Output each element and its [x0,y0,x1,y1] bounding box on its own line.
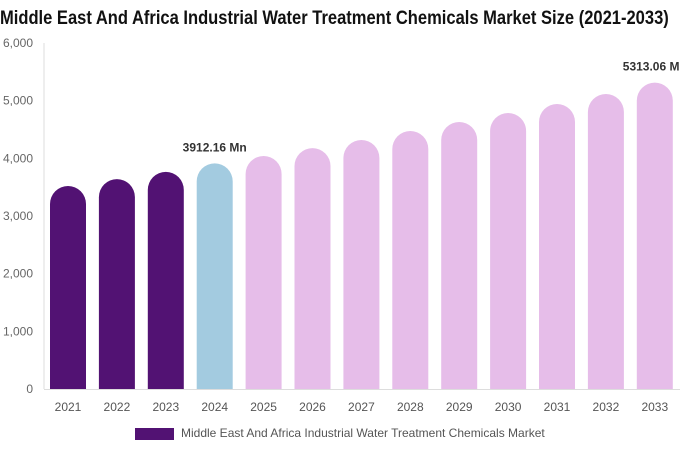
y-tick-label: 3,000 [3,209,33,223]
bar-2024 [196,163,233,389]
bar-2031 [539,104,575,390]
x-tick-label: 2030 [495,400,522,414]
bar-2028 [392,130,429,389]
x-tick-label: 2021 [55,400,82,414]
y-tick-label: 5,000 [3,94,33,108]
x-tick-label: 2031 [544,400,571,414]
data-label: 3912.16 Mn [183,140,247,154]
bar-2023 [147,171,184,389]
x-tick-label: 2022 [104,400,131,414]
bar-2033 [636,82,673,390]
x-tick-label: 2026 [299,400,326,414]
x-tick-label: 2025 [250,400,277,414]
legend-swatch [135,428,174,440]
x-tick-label: 2027 [348,400,375,414]
y-tick-label: 4,000 [3,151,33,165]
y-tick-label: 1,000 [3,324,33,338]
bar-2025 [245,156,282,389]
x-tick-label: 2024 [201,400,228,414]
chart-title: Middle East And Africa Industrial Water … [0,8,669,29]
y-tick-label: 2,000 [3,267,33,281]
bar-2021 [50,186,86,389]
x-tick-label: 2023 [152,400,179,414]
x-tick-label: 2033 [641,400,668,414]
bar-2027 [343,139,380,389]
bar-2030 [490,113,527,390]
bar-2022 [98,179,135,389]
y-tick-label: 0 [26,382,33,396]
legend-label: Middle East And Africa Industrial Water … [181,426,545,440]
data-label: 5313.06 Mn [623,60,680,74]
x-tick-label: 2029 [446,400,473,414]
bar-2026 [294,148,331,389]
x-tick-label: 2028 [397,400,424,414]
bar-2029 [441,122,478,389]
x-tick-label: 2032 [593,400,620,414]
bar-2032 [587,93,624,390]
y-tick-label: 6,000 [3,36,33,50]
